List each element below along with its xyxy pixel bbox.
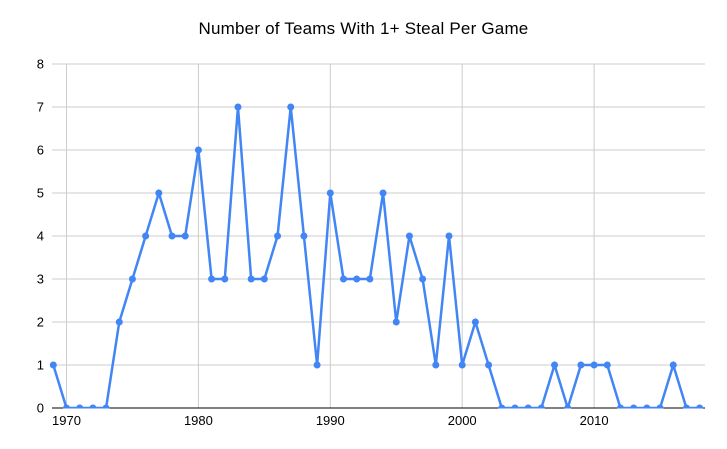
data-point: [234, 103, 242, 111]
data-point: [89, 404, 97, 409]
data-point: [379, 189, 387, 197]
y-tick-label: 2: [37, 315, 44, 330]
data-point: [155, 189, 163, 197]
y-tick-label: 0: [37, 401, 44, 416]
data-point: [485, 361, 493, 369]
chart-title: Number of Teams With 1+ Steal Per Game: [198, 19, 529, 38]
data-point: [49, 361, 57, 369]
data-point: [669, 361, 677, 369]
x-tick-label: 2000: [448, 413, 477, 428]
data-point: [590, 361, 598, 369]
data-point: [696, 404, 704, 409]
data-series: [49, 103, 704, 409]
data-point: [524, 404, 532, 409]
data-point: [471, 318, 479, 326]
data-point: [194, 146, 202, 154]
data-point: [168, 232, 176, 240]
data-point: [247, 275, 255, 283]
data-point: [616, 404, 624, 409]
data-point: [63, 404, 70, 409]
x-tick-label: 1990: [316, 413, 345, 428]
data-point: [142, 232, 150, 240]
y-tick-label: 4: [37, 229, 44, 244]
data-point: [353, 275, 361, 283]
data-point: [326, 189, 334, 197]
data-point: [603, 361, 611, 369]
x-tick-label: 2010: [580, 413, 609, 428]
y-tick-label: 5: [37, 186, 44, 201]
data-point: [366, 275, 374, 283]
y-tick-label: 6: [37, 143, 44, 158]
data-point: [181, 232, 189, 240]
y-tick-label: 3: [37, 272, 44, 287]
data-point: [577, 361, 585, 369]
y-tick-label: 7: [37, 100, 44, 115]
data-point: [221, 275, 229, 283]
data-point: [313, 361, 321, 369]
data-point: [537, 404, 545, 409]
data-point: [102, 404, 110, 409]
series-line: [52, 106, 700, 409]
data-point: [419, 275, 427, 283]
data-point: [287, 103, 295, 111]
data-point: [76, 404, 84, 409]
y-tick-label: 1: [37, 358, 44, 373]
data-point: [511, 404, 519, 409]
data-point: [432, 361, 440, 369]
data-point: [392, 318, 400, 326]
data-point: [656, 404, 664, 409]
data-point: [498, 404, 506, 409]
data-point: [260, 275, 268, 283]
data-point: [274, 232, 282, 240]
data-point: [300, 232, 308, 240]
data-point: [339, 275, 347, 283]
data-point: [551, 361, 559, 369]
data-point: [405, 232, 413, 240]
data-point: [208, 275, 216, 283]
data-point: [682, 404, 690, 409]
data-point: [445, 232, 453, 240]
x-tick-label: 1980: [184, 413, 213, 428]
data-point: [458, 361, 466, 369]
data-point: [643, 404, 651, 409]
data-point: [630, 404, 638, 409]
y-tick-label: 8: [37, 57, 44, 72]
data-point: [128, 275, 136, 283]
x-tick-label: 1970: [52, 413, 81, 428]
data-point: [115, 318, 123, 326]
data-point: [564, 404, 572, 409]
